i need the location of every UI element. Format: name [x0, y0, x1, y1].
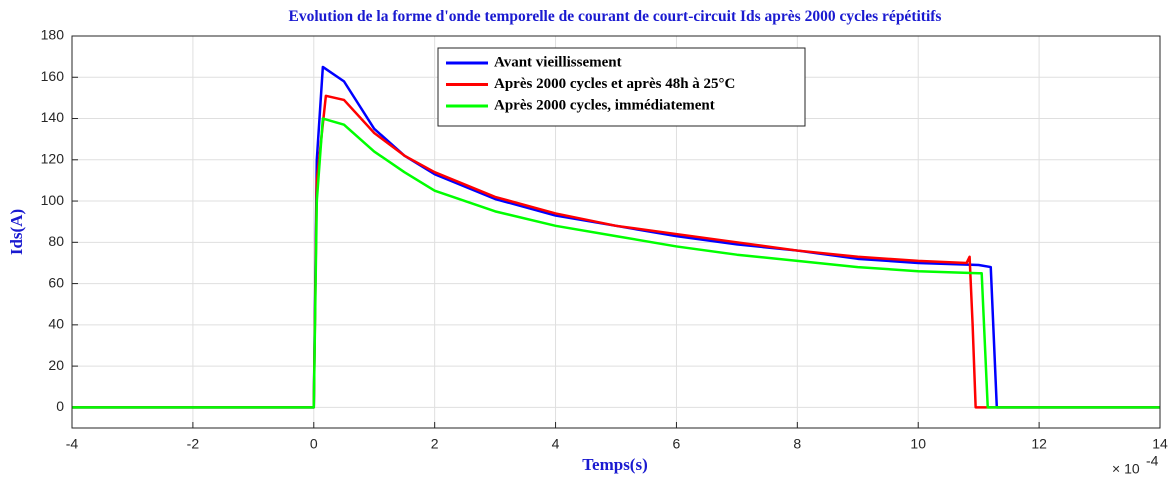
x-tick-label: 6 [673, 436, 681, 452]
x-tick-label: 8 [793, 436, 801, 452]
y-tick-label: 100 [41, 192, 65, 208]
legend-box [437, 47, 806, 127]
x-tick-label: 0 [310, 436, 318, 452]
x-axis-label: Temps(s) [582, 455, 648, 474]
y-tick-label: 120 [41, 150, 65, 166]
x-tick-label: 2 [431, 436, 439, 452]
x-multiplier-exponent: -4 [1146, 453, 1159, 469]
x-tick-label: 14 [1152, 436, 1168, 452]
legend-label: Avant vieillissement [494, 54, 622, 70]
data-line [72, 117, 1160, 409]
x-multiplier: × 10 [1112, 461, 1140, 477]
y-tick-label: 80 [48, 233, 64, 249]
x-tick-label: 10 [910, 436, 926, 452]
axes-box [71, 35, 1161, 429]
x-tick-label: -4 [66, 436, 79, 452]
y-axis-label: Ids(A) [7, 209, 26, 255]
x-tick-label: 4 [552, 436, 560, 452]
legend-label: Après 2000 cycles et après 48h à 25°C [494, 76, 735, 92]
legend-label: Après 2000 cycles, immédiatement [494, 97, 715, 113]
y-tick-label: 140 [41, 109, 65, 125]
y-tick-label: 60 [48, 274, 64, 290]
y-tick-label: 180 [41, 27, 65, 43]
y-tick-label: 40 [48, 316, 64, 332]
x-tick-label: 12 [1031, 436, 1047, 452]
chart-title: Evolution de la forme d'onde temporelle … [289, 8, 942, 25]
y-tick-label: 20 [48, 357, 64, 373]
data-line [72, 94, 1160, 409]
x-tick-label: -2 [187, 436, 200, 452]
y-tick-label: 0 [56, 398, 64, 414]
y-tick-label: 160 [41, 68, 65, 84]
